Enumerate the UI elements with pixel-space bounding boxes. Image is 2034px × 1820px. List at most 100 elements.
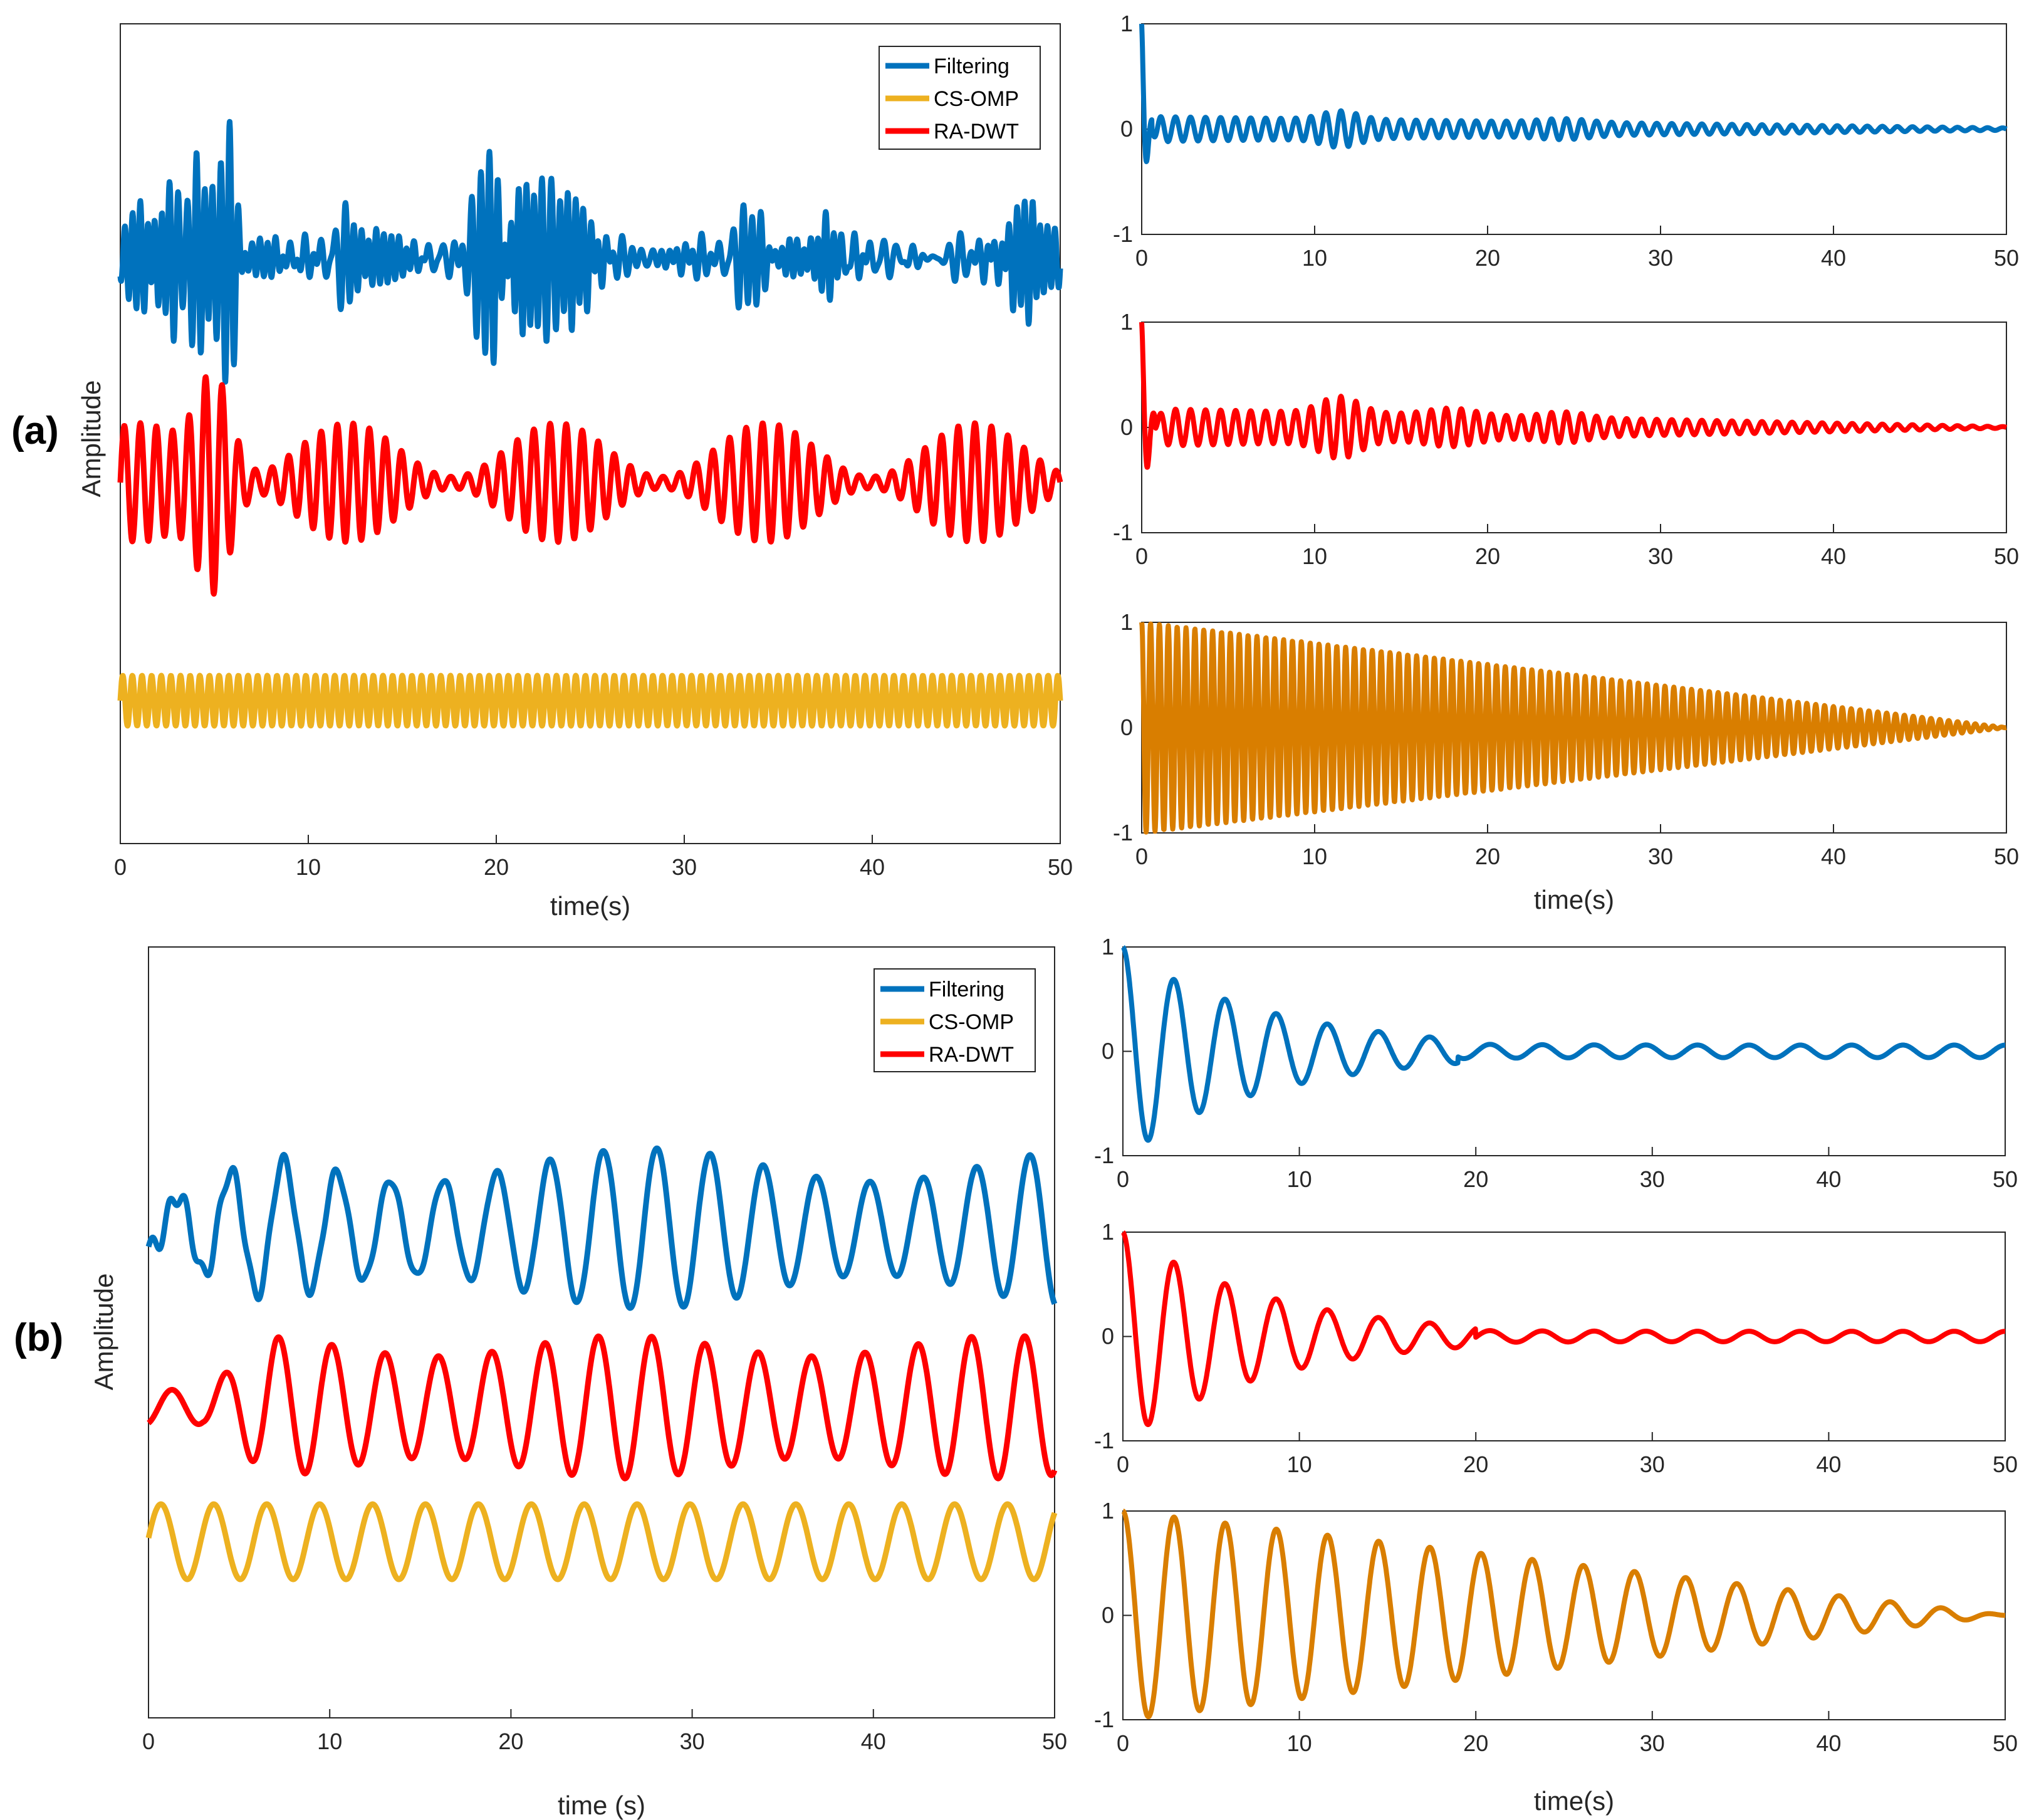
panel-b-right-3-series	[1120, 1509, 2008, 1720]
panel-b-filtering-series	[145, 1145, 1058, 1311]
panel-b-xtick-label-0: 0	[142, 1728, 155, 1754]
panel-a-x-ticks: 0 10 20 30 40 50	[114, 835, 1073, 880]
panel-a-right-2-xtick-label-20: 20	[1475, 543, 1500, 569]
panel-a-subplot-cs-omp: 10-10 10 20 30 40 50	[1113, 609, 2019, 869]
panel-a-legend-filtering: Filtering	[934, 55, 1009, 78]
panel-a-right-1-xtick-label-40: 40	[1821, 245, 1846, 271]
panel-b-xtick-label-50: 50	[1042, 1728, 1067, 1754]
panel-a-right-2-xtick-label-10: 10	[1302, 543, 1327, 569]
panel-b-right-1-frame	[1122, 946, 2006, 1156]
panel-b-right-2-ytick-label-0: 0	[1102, 1324, 1114, 1349]
panel-label-b: (b)	[14, 1316, 63, 1359]
panel-b-right-3-ytick-label-1: 1	[1102, 1498, 1114, 1524]
panel-b-right-1-xtick-label-40: 40	[1816, 1166, 1841, 1192]
panel-b-right-xlabel: time(s)	[1534, 1786, 1614, 1816]
panel-b-right-1-xtick-label-30: 30	[1640, 1166, 1665, 1192]
panel-label-a: (a)	[11, 409, 59, 452]
panel-a-right-3-xtick-label-10: 10	[1302, 844, 1327, 869]
panel-a-right-2-ytick-label-0: 0	[1120, 414, 1133, 440]
panel-a-right-3-series	[1139, 621, 2009, 835]
panel-b-main-axes: Amplitude time (s) 0 10 20 30 40 50 Filtering…	[89, 946, 1067, 1820]
panel-b-legend-ra-dwt: RA-DWT	[929, 1043, 1014, 1067]
panel-b-right-1-ytick-label-1: 1	[1102, 934, 1114, 960]
panel-b-x-ticks: 0 10 20 30 40 50	[142, 1709, 1067, 1754]
panel-b-right-3-xtick-label-40: 40	[1816, 1730, 1841, 1756]
panel-a-xlabel: time(s)	[550, 891, 630, 921]
panel-a-subplot-filtering: 10-10 10 20 30 40 50	[1113, 11, 2019, 271]
panel-a-right-2-xtick-label-50: 50	[1994, 543, 2019, 569]
panel-b-legend-cs-omp: CS-OMP	[929, 1010, 1014, 1034]
panel-b-xtick-label-10: 10	[317, 1728, 342, 1754]
panel-b-right-2-xtick-label-50: 50	[1993, 1451, 2018, 1477]
panel-b-right-2-series	[1120, 1230, 2008, 1428]
panel-a-legend-cs-omp: CS-OMP	[934, 87, 1019, 111]
panel-b-main-frame	[148, 946, 1055, 1718]
panel-b-right-1-ytick-label--1: -1	[1094, 1143, 1114, 1168]
panel-a-ra-dwt-series	[117, 374, 1063, 597]
panel-a-right-3-xtick-label-50: 50	[1994, 844, 2019, 869]
panel-b-legend-filtering: Filtering	[929, 978, 1004, 1002]
panel-b-right-3-xtick-label-0: 0	[1117, 1730, 1129, 1756]
panel-a-xtick-label-50: 50	[1048, 854, 1073, 880]
panel-a-right-1-ytick-label-1: 1	[1120, 11, 1133, 36]
panel-a-right-1-xtick-label-30: 30	[1648, 245, 1673, 271]
panel-a-right-1-xtick-label-50: 50	[1994, 245, 2019, 271]
panel-b-right-3-xtick-label-10: 10	[1287, 1730, 1312, 1756]
panel-b-xtick-label-30: 30	[680, 1728, 705, 1754]
panel-a-right-3-xtick-label-40: 40	[1821, 844, 1846, 869]
panel-b-right-2-xtick-label-0: 0	[1117, 1451, 1129, 1477]
panel-a-right-2-xtick-label-30: 30	[1648, 543, 1673, 569]
panel-a-xtick-label-30: 30	[672, 854, 697, 880]
panel-b-subplot-cs-omp: 10-10 10 20 30 40 50	[1094, 1498, 2018, 1756]
panel-b-right-1-xtick-label-50: 50	[1993, 1166, 2018, 1192]
panel-a-filtering-series	[117, 118, 1063, 385]
panel-a-right-3-ytick-label-1: 1	[1120, 609, 1133, 635]
panel-b-right-3-ytick-label--1: -1	[1094, 1707, 1114, 1732]
panel-a-right-3-xtick-label-30: 30	[1648, 844, 1673, 869]
panel-a-right-3-ytick-label--1: -1	[1113, 820, 1133, 845]
panel-a-legend: Filtering CS-OMP RA-DWT	[879, 46, 1041, 150]
panel-a-right-1-xtick-label-20: 20	[1475, 245, 1500, 271]
panel-a-main-axes: Amplitude time(s) 0 10 20 30 40 50 Filtering …	[76, 23, 1073, 921]
panel-b-right-3-xtick-label-50: 50	[1993, 1730, 2018, 1756]
panel-a-right-1-ytick-label-0: 0	[1120, 116, 1133, 142]
panel-b-right-2-frame	[1122, 1232, 2006, 1441]
panel-a-ylabel: Amplitude	[76, 380, 106, 498]
panel-a-right-1-ytick-label--1: -1	[1113, 221, 1133, 247]
panel-b-right-1-xtick-label-20: 20	[1463, 1166, 1488, 1192]
panel-b-right-2-xtick-label-40: 40	[1816, 1451, 1841, 1477]
panel-b-right-3-xtick-label-20: 20	[1463, 1730, 1488, 1756]
panel-b-right-3-ytick-label-0: 0	[1102, 1603, 1114, 1628]
panel-a-subplot-ra-dwt: 10-10 10 20 30 40 50	[1113, 309, 2019, 569]
panel-b-right-2-xtick-label-10: 10	[1287, 1451, 1312, 1477]
panel-a-right-3-xtick-label-0: 0	[1135, 844, 1148, 869]
panel-a-right-3-xtick-label-20: 20	[1475, 844, 1500, 869]
panel-b-cs-omp-series	[145, 1501, 1058, 1582]
panel-a-right-1-series	[1139, 23, 2009, 164]
panel-b-xtick-label-20: 20	[498, 1728, 523, 1754]
panel-b-legend: Filtering CS-OMP RA-DWT	[874, 968, 1036, 1072]
panel-a-xtick-label-20: 20	[484, 854, 509, 880]
panel-b-right-1-ytick-label-0: 0	[1102, 1038, 1114, 1064]
panel-b-ylabel: Amplitude	[89, 1273, 118, 1391]
panel-b-right-2-xtick-label-20: 20	[1463, 1451, 1488, 1477]
panel-b-subplot-filtering: 10-10 10 20 30 40 50	[1094, 934, 2018, 1192]
panel-a-right-2-ytick-label-1: 1	[1120, 309, 1133, 335]
panel-a-right-2-series	[1139, 322, 2009, 470]
panel-a-legend-ra-dwt: RA-DWT	[934, 120, 1019, 144]
panel-a-xtick-label-0: 0	[114, 854, 127, 880]
panel-a-xtick-label-10: 10	[296, 854, 321, 880]
panel-a-right-1-xtick-label-0: 0	[1135, 245, 1148, 271]
panel-b-right-2-xtick-label-30: 30	[1640, 1451, 1665, 1477]
panel-b-xlabel: time (s)	[558, 1791, 645, 1820]
panel-a-right-1-xtick-label-10: 10	[1302, 245, 1327, 271]
panel-a-right-3-ytick-label-0: 0	[1120, 714, 1133, 740]
panel-a-xtick-label-40: 40	[860, 854, 885, 880]
panel-b-right-2-ytick-label--1: -1	[1094, 1428, 1114, 1453]
panel-b-xtick-label-40: 40	[861, 1728, 886, 1754]
panel-a-cs-omp-series	[117, 672, 1063, 729]
panel-a-right-2-ytick-label--1: -1	[1113, 520, 1133, 545]
panel-b-right-1-xtick-label-10: 10	[1287, 1166, 1312, 1192]
panel-a-right-xlabel: time(s)	[1534, 885, 1614, 914]
